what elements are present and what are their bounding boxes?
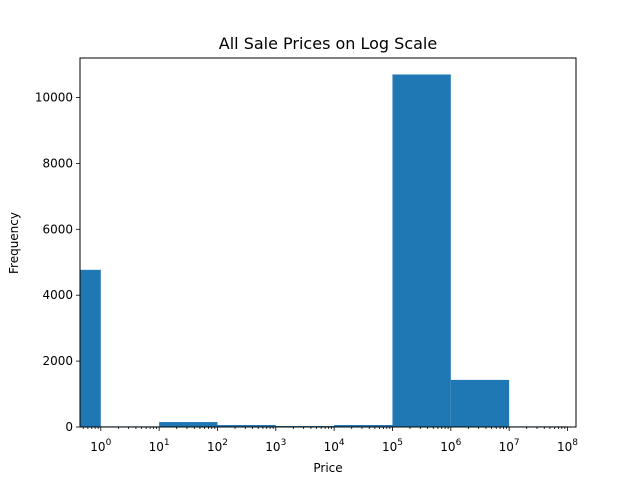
y-tick-label-2: 4000 — [42, 288, 73, 302]
y-tick-label-1: 2000 — [42, 354, 73, 368]
x-tick-label-1: 101 — [149, 438, 170, 454]
x-tick-label-2: 102 — [207, 438, 228, 454]
y-tick-label-4: 8000 — [42, 156, 73, 170]
y-tick-label-0: 0 — [65, 420, 73, 434]
histogram-bar-5 — [334, 425, 393, 427]
y-axis-ticks: 0 2000 4000 6000 8000 10000 — [35, 91, 80, 434]
x-tick-label-3: 103 — [265, 438, 286, 454]
x-axis-label: Price — [313, 461, 342, 475]
histogram-bar-6 — [392, 74, 451, 428]
chart-title: All Sale Prices on Log Scale — [219, 34, 437, 53]
x-tick-label-4: 104 — [324, 438, 345, 454]
histogram-bar-3 — [217, 425, 276, 427]
x-tick-label-6: 106 — [440, 438, 461, 454]
x-tick-label-8: 108 — [557, 438, 578, 454]
x-tick-label-0: 100 — [90, 438, 111, 454]
histogram-bar-0 — [80, 269, 101, 427]
x-axis-ticks: 100 101 102 103 104 105 106 107 108 — [82, 427, 578, 454]
y-axis-label: Frequency — [7, 212, 21, 274]
histogram-bar-2 — [159, 422, 218, 427]
x-tick-label-5: 105 — [382, 438, 403, 454]
plot-frame — [79, 57, 577, 428]
bars-group — [80, 74, 568, 428]
x-tick-label-7: 107 — [499, 438, 520, 454]
histogram-bar-7 — [450, 379, 510, 427]
y-tick-label-3: 6000 — [42, 222, 73, 236]
y-tick-label-5: 10000 — [35, 91, 73, 105]
